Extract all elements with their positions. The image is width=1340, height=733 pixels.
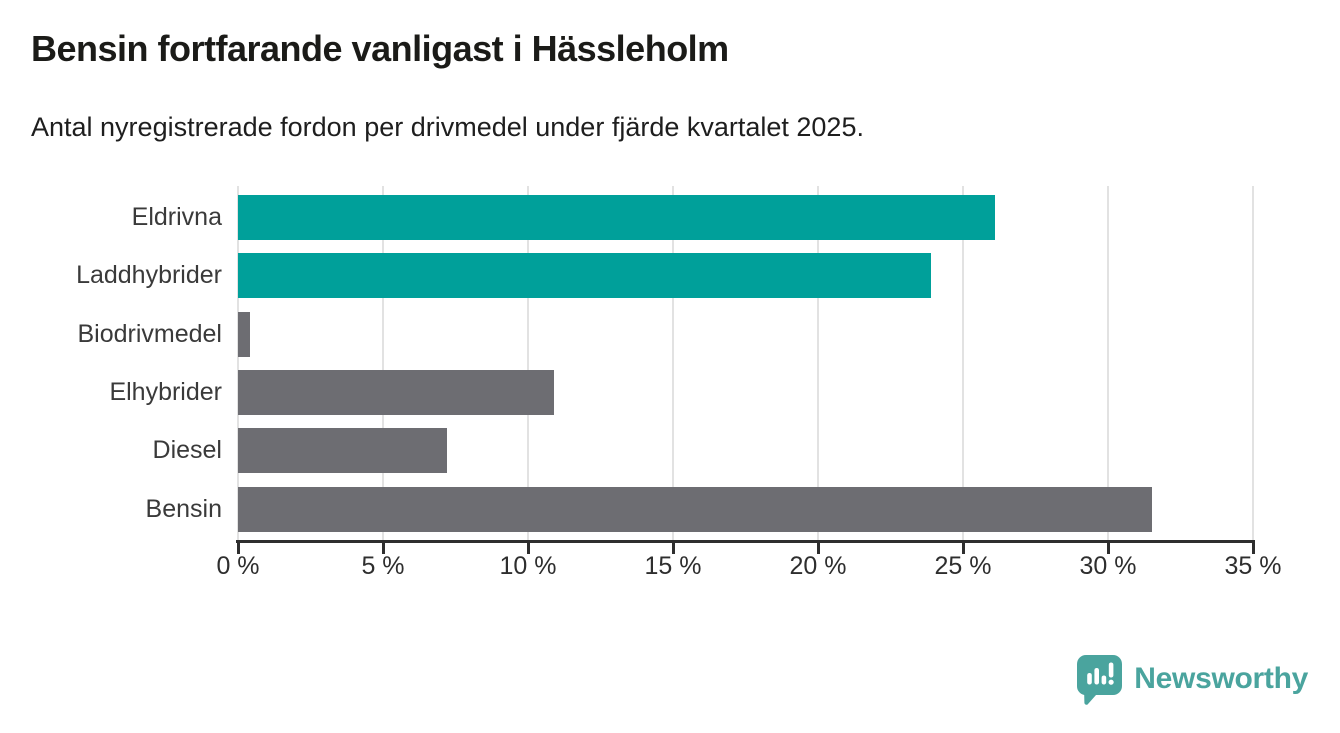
category-label-eldrivna: Eldrivna: [131, 203, 222, 231]
gridline-30: [1107, 186, 1109, 540]
category-label-diesel: Diesel: [152, 436, 222, 465]
x-tick-label-15: 15 %: [644, 552, 702, 580]
gridline-0: [237, 186, 239, 540]
bar-elhybrider: [238, 369, 555, 415]
x-axis-line: [236, 540, 1255, 543]
gridline-10: [526, 186, 529, 540]
x-tick-label-10: 10 %: [499, 552, 557, 580]
x-tick-label-30: 30 %: [1079, 552, 1137, 580]
logo-wordmark: Newsworthy: [1134, 662, 1308, 695]
chart-subtitle: Antal nyregistrerade fordon per drivmede…: [31, 112, 864, 142]
gridline-15: [672, 186, 674, 540]
x-tick-mark-35: [1251, 540, 1255, 554]
bar-eldrivna: [238, 195, 995, 240]
x-tick-mark-25: [961, 540, 965, 554]
newsworthy-logo: Newsworthy: [1075, 653, 1308, 705]
gridline-5: [381, 186, 384, 540]
gridline-20: [816, 186, 819, 540]
plot-area: [237, 186, 1254, 540]
x-tick-label-25: 25 %: [934, 552, 992, 580]
category-label-biodrivmedel: Biodrivmedel: [77, 319, 222, 348]
x-tick-label-0: 0 %: [216, 552, 260, 580]
x-tick-label-5: 5 %: [361, 552, 405, 580]
bar-biodrivmedel: [238, 311, 250, 357]
x-tick-label-20: 20 %: [789, 552, 847, 580]
x-tick-mark-30: [1106, 540, 1110, 554]
x-tick-mark-20: [816, 540, 820, 554]
bar-diesel: [238, 428, 447, 474]
gridline-25: [962, 186, 964, 540]
category-label-elhybrider: Elhybrider: [109, 377, 222, 406]
x-tick-mark-15: [671, 540, 675, 554]
page-title: Bensin fortfarande vanligast i Hässlehol…: [31, 28, 729, 69]
x-tick-mark-10: [526, 540, 530, 554]
x-tick-mark-5: [381, 540, 385, 554]
newsworthy-speech-bubble-chart-icon: [1077, 655, 1123, 705]
bar-chart: Eldrivna Laddhybrider Biodrivmedel Elhybrid…: [0, 186, 1340, 598]
category-label-laddhybrider: Laddhybrider: [76, 261, 222, 290]
category-axis: Eldrivna Laddhybrider Biodrivmedel Elhybrid…: [0, 188, 222, 540]
bar-laddhybrider: [238, 253, 932, 299]
category-label-bensin: Bensin: [145, 494, 222, 523]
bar-bensin: [238, 486, 1152, 532]
x-tick-mark-0: [236, 540, 240, 554]
gridline-35: [1252, 186, 1254, 540]
x-tick-label-35: 35 %: [1224, 552, 1282, 580]
